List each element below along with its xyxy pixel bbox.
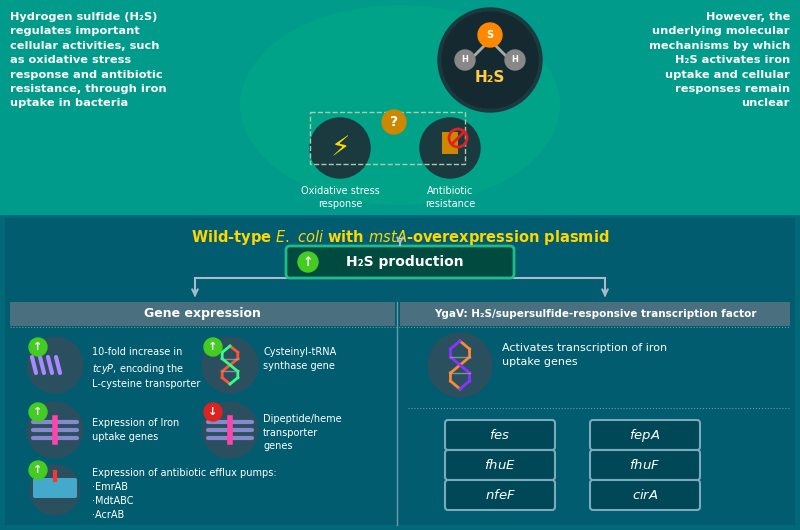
Circle shape xyxy=(298,252,318,272)
Text: ↑: ↑ xyxy=(208,342,218,352)
Bar xyxy=(400,302,790,326)
Text: Antibiotic
resistance: Antibiotic resistance xyxy=(425,186,475,209)
FancyBboxPatch shape xyxy=(590,480,700,510)
Text: Activates transcription of iron
uptake genes: Activates transcription of iron uptake g… xyxy=(502,343,667,367)
Bar xyxy=(442,132,458,154)
Text: $\mathit{fhuF}$: $\mathit{fhuF}$ xyxy=(630,458,661,472)
Circle shape xyxy=(455,50,475,70)
Text: H₂S production: H₂S production xyxy=(346,255,464,269)
Circle shape xyxy=(428,333,492,397)
Circle shape xyxy=(310,118,370,178)
Text: $\mathit{fepA}$: $\mathit{fepA}$ xyxy=(630,427,661,444)
FancyBboxPatch shape xyxy=(445,420,555,450)
Text: ↑: ↑ xyxy=(302,255,314,269)
Text: Dipeptide/heme
transporter
genes: Dipeptide/heme transporter genes xyxy=(263,414,342,451)
Text: S: S xyxy=(486,30,494,40)
FancyBboxPatch shape xyxy=(445,450,555,480)
Text: Wild-type $\mathit{E.\ coli}$ with $\mathit{mstA}$-overexpression plasmid: Wild-type $\mathit{E.\ coli}$ with $\mat… xyxy=(191,228,609,247)
Bar xyxy=(0,215,800,530)
Text: Cysteinyl-tRNA
synthase gene: Cysteinyl-tRNA synthase gene xyxy=(263,347,336,370)
Circle shape xyxy=(438,8,542,112)
FancyBboxPatch shape xyxy=(590,450,700,480)
Circle shape xyxy=(204,403,222,421)
Text: YgaV: H₂S/supersulfide-responsive transcription factor: YgaV: H₂S/supersulfide-responsive transc… xyxy=(434,309,756,319)
FancyBboxPatch shape xyxy=(33,478,77,498)
Circle shape xyxy=(442,12,538,108)
Text: $\mathit{cirA}$: $\mathit{cirA}$ xyxy=(632,488,658,502)
FancyBboxPatch shape xyxy=(445,480,555,510)
FancyBboxPatch shape xyxy=(590,420,700,450)
Text: H: H xyxy=(511,56,518,65)
Text: ↓: ↓ xyxy=(208,407,218,417)
Text: $\mathit{fhuE}$: $\mathit{fhuE}$ xyxy=(484,458,516,472)
Text: ?: ? xyxy=(390,115,398,129)
Circle shape xyxy=(202,337,258,393)
Circle shape xyxy=(202,402,258,458)
Text: Gene expression: Gene expression xyxy=(143,307,261,321)
Text: ⚡: ⚡ xyxy=(330,134,350,162)
Circle shape xyxy=(29,461,47,479)
Circle shape xyxy=(382,110,406,134)
Bar xyxy=(0,0,800,215)
Text: Hydrogen sulfide (H₂S)
regulates important
cellular activities, such
as oxidativ: Hydrogen sulfide (H₂S) regulates importa… xyxy=(10,12,166,109)
Bar xyxy=(10,302,395,326)
Circle shape xyxy=(30,465,80,515)
Circle shape xyxy=(29,338,47,356)
Text: H₂S: H₂S xyxy=(475,70,505,85)
Circle shape xyxy=(420,118,480,178)
Text: ↑: ↑ xyxy=(34,465,42,475)
Text: 10-fold increase in
$\mathit{tcyP}$, encoding the
L-cysteine transporter: 10-fold increase in $\mathit{tcyP}$, enc… xyxy=(92,347,200,389)
Text: However, the
underlying molecular
mechanisms by which
H₂S activates iron
uptake : However, the underlying molecular mechan… xyxy=(649,12,790,109)
Circle shape xyxy=(29,403,47,421)
Circle shape xyxy=(27,337,83,393)
Circle shape xyxy=(27,402,83,458)
Circle shape xyxy=(204,338,222,356)
Ellipse shape xyxy=(240,5,560,205)
FancyBboxPatch shape xyxy=(286,246,514,278)
Text: Oxidative stress
response: Oxidative stress response xyxy=(301,186,379,209)
Text: Expression of antibiotic efflux pumps:
·EmrAB
·MdtABC
·AcrAB: Expression of antibiotic efflux pumps: ·… xyxy=(92,468,277,520)
Bar xyxy=(5,218,795,525)
Text: ↑: ↑ xyxy=(34,342,42,352)
Text: ↑: ↑ xyxy=(34,407,42,417)
Circle shape xyxy=(505,50,525,70)
Text: $\mathit{nfeF}$: $\mathit{nfeF}$ xyxy=(485,488,515,502)
Text: H: H xyxy=(462,56,469,65)
Circle shape xyxy=(478,23,502,47)
Text: Expression of Iron
uptake genes: Expression of Iron uptake genes xyxy=(92,418,179,441)
Text: $\mathit{fes}$: $\mathit{fes}$ xyxy=(490,428,510,442)
